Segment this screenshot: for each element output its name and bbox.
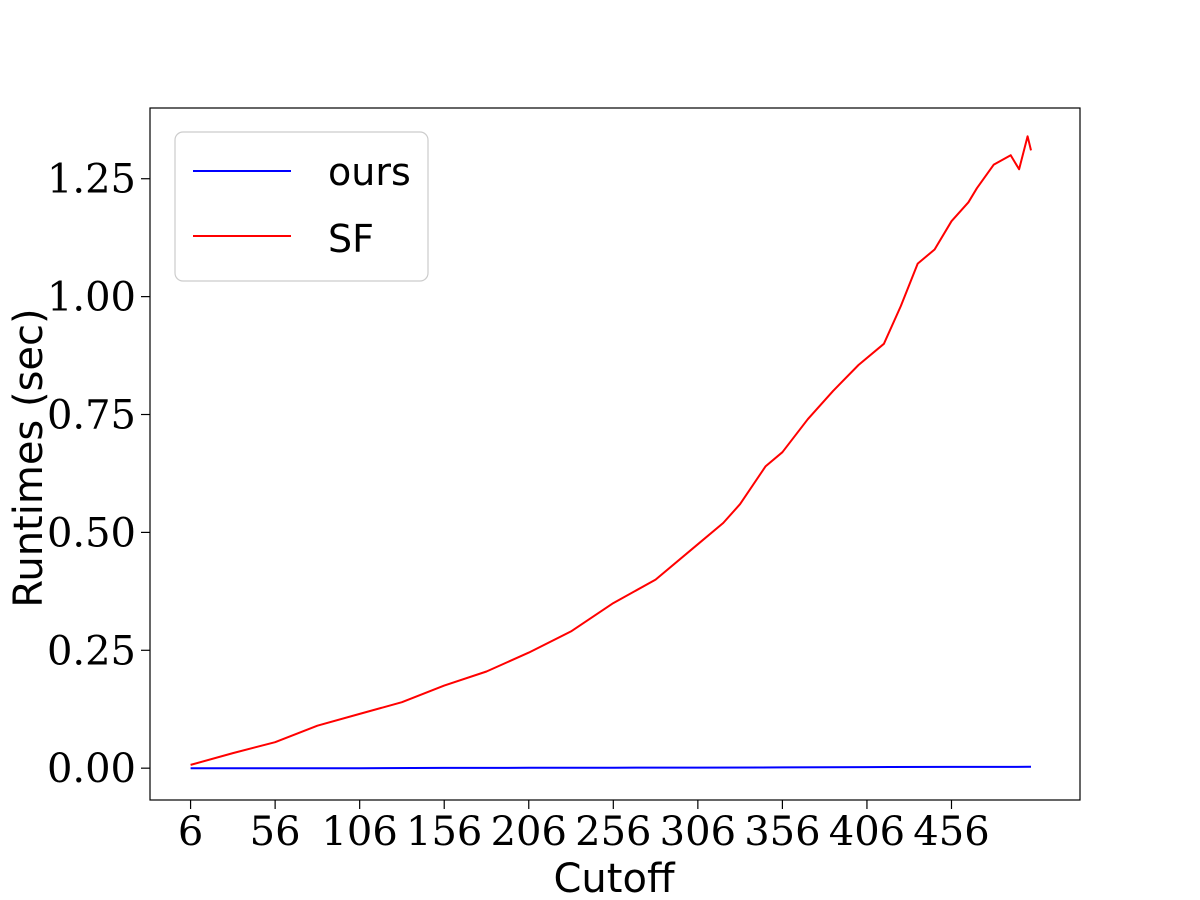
y-tick-label: 0.75 xyxy=(47,393,136,439)
x-axis-title: Cutoff xyxy=(554,856,676,900)
series-line-sf xyxy=(190,135,1032,766)
x-tick-label: 56 xyxy=(250,809,301,855)
x-tick-label: 106 xyxy=(321,809,397,855)
x-tick-label: 456 xyxy=(913,809,989,855)
series-lines xyxy=(190,135,1032,770)
y-axis-title: Runtimes (sec) xyxy=(6,308,52,607)
y-tick-label: 1.00 xyxy=(47,275,136,321)
x-axis-ticks: 6 56 106 156 206 256 306 356 406 456 xyxy=(178,800,990,855)
x-tick-label: 406 xyxy=(829,809,905,855)
legend-label-ours: ours xyxy=(328,150,411,194)
x-tick-label: 256 xyxy=(575,809,651,855)
x-tick-label: 356 xyxy=(744,809,820,855)
legend-label-sf: SF xyxy=(328,217,374,261)
x-tick-label: 6 xyxy=(178,809,203,855)
series-line-ours xyxy=(190,765,1032,770)
legend-box xyxy=(174,131,429,282)
legend: ours SF xyxy=(174,131,429,282)
y-tick-label: 0.50 xyxy=(47,510,136,556)
x-tick-label: 206 xyxy=(491,809,567,855)
y-tick-label: 1.25 xyxy=(47,157,136,203)
x-tick-label: 156 xyxy=(406,809,482,855)
plot-frame xyxy=(149,107,1081,801)
y-tick-label: 0.00 xyxy=(47,746,136,792)
y-tick-label: 0.25 xyxy=(47,628,136,674)
y-axis-ticks: 0.00 0.25 0.50 0.75 1.00 1.25 xyxy=(47,157,150,792)
x-tick-label: 306 xyxy=(660,809,736,855)
